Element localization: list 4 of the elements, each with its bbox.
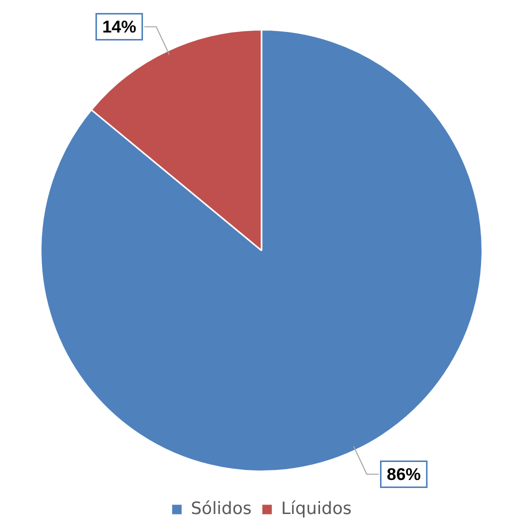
legend-label: Líquidos [281, 498, 352, 519]
legend-label: Sólidos [190, 498, 252, 519]
data-label: 14% [102, 17, 136, 36]
data-label: 86% [386, 464, 421, 484]
